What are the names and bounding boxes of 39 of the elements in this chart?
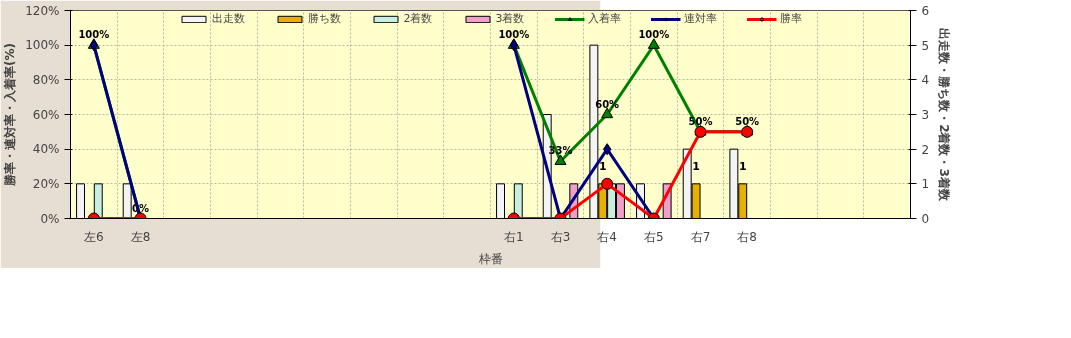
y2-tick-label: 2 xyxy=(921,142,930,157)
legend-label: 出走数 xyxy=(211,11,245,26)
legend-label: 2着数 xyxy=(403,11,433,26)
legend-label: 3着数 xyxy=(495,11,525,26)
y2-tick-label: 4 xyxy=(921,73,930,88)
x-tick-label: 右4 xyxy=(597,229,617,244)
legend-label: 勝ち数 xyxy=(307,11,341,26)
y-tick-label: 80% xyxy=(32,72,60,87)
y-tick-label: 20% xyxy=(32,176,60,191)
y2-tick-label: 6 xyxy=(921,4,930,18)
y2-tick-label: 5 xyxy=(921,38,930,53)
data-label: 100% xyxy=(638,29,670,41)
x-tick-label: 右5 xyxy=(644,229,664,244)
y2-tick-label: 0 xyxy=(921,212,930,226)
data-label: 100% xyxy=(78,29,110,41)
x-tick-label: 右8 xyxy=(737,229,757,244)
x-axis-title: 枠番 xyxy=(477,251,503,266)
x-tick-label: 左8 xyxy=(130,229,151,244)
y-tick-label: 60% xyxy=(32,107,60,122)
y2-axis-title: 出走数・勝ち数・2着数・3着数 xyxy=(937,28,952,202)
y-tick-label: 0% xyxy=(40,211,60,226)
data-label: 1 xyxy=(738,159,747,173)
y-tick-label: 120% xyxy=(25,3,60,18)
y-tick-label: 40% xyxy=(32,142,60,157)
legend-label: 勝率 xyxy=(779,11,802,26)
y-tick-label: 100% xyxy=(25,38,60,53)
data-label: 1 xyxy=(692,159,700,173)
x-tick-label: 左6 xyxy=(84,229,104,244)
data-label: 50% xyxy=(735,115,760,127)
x-tick-label: 右3 xyxy=(550,229,571,244)
y-axis-title: 勝率・連対率・入着率(%) xyxy=(3,43,18,187)
y2-tick-label: 1 xyxy=(921,177,930,192)
legend-label: 連対率 xyxy=(683,11,717,26)
legend-label: 入着率 xyxy=(587,11,621,26)
data-label: 100% xyxy=(498,29,530,41)
y2-tick-label: 3 xyxy=(921,108,930,122)
data-label: 1 xyxy=(598,159,607,173)
x-tick-label: 右1 xyxy=(504,229,524,244)
x-tick-label: 右7 xyxy=(690,229,711,244)
